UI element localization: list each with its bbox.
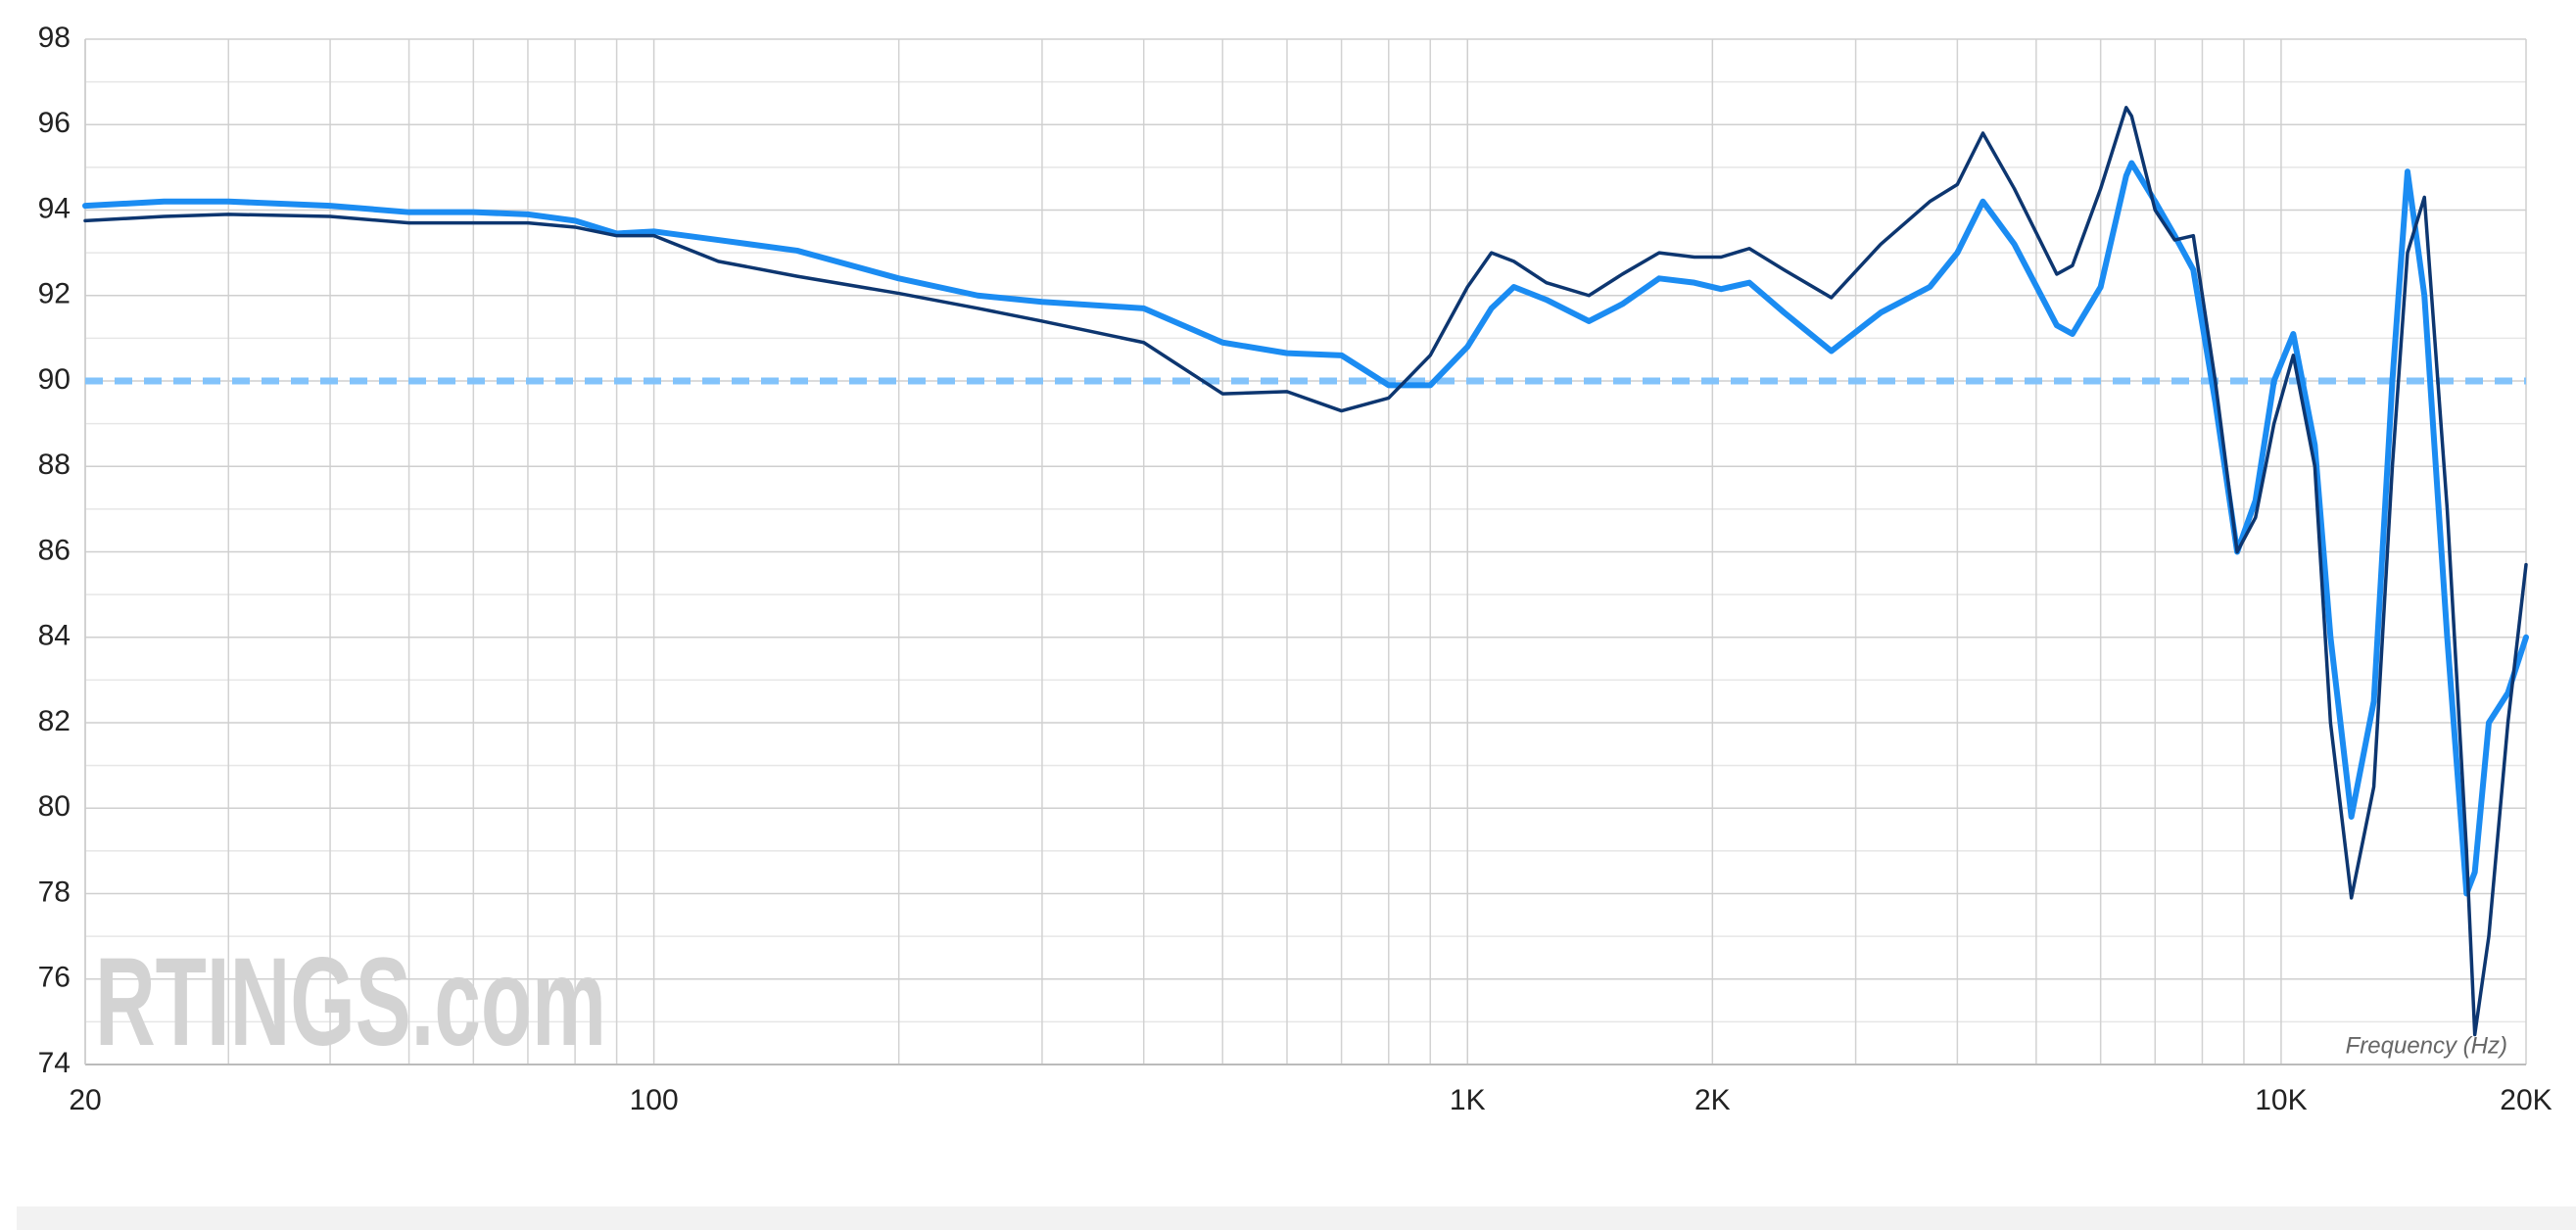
y-tick-label: 78 [38, 875, 71, 908]
y-tick-label: 86 [38, 534, 71, 566]
y-tick-label: 84 [38, 620, 71, 652]
y-tick-label: 74 [38, 1047, 71, 1079]
y-tick-label: 96 [38, 107, 71, 139]
y-tick-label: 80 [38, 790, 71, 823]
y-tick-label: 98 [38, 22, 71, 54]
y-tick-label: 88 [38, 449, 71, 481]
x-tick-label: 100 [630, 1084, 679, 1116]
footer-bar [17, 1206, 2576, 1230]
y-tick-label: 94 [38, 192, 71, 224]
x-tick-label: 1K [1450, 1084, 1486, 1116]
y-tick-label: 90 [38, 363, 71, 396]
series-line [83, 106, 2528, 1037]
x-tick-label: 20K [2500, 1084, 2552, 1116]
y-tick-label: 82 [38, 705, 71, 737]
y-tick-label: 92 [38, 278, 71, 310]
x-tick-label: 20 [69, 1084, 101, 1116]
y-tick-label: 76 [38, 962, 71, 994]
watermark: RTINGS.com [95, 932, 606, 1072]
series-line [82, 160, 2529, 897]
x-tick-label: 10K [2255, 1084, 2307, 1116]
x-tick-label: 2K [1694, 1084, 1731, 1116]
x-axis-label: Frequency (Hz) [2346, 1032, 2507, 1059]
